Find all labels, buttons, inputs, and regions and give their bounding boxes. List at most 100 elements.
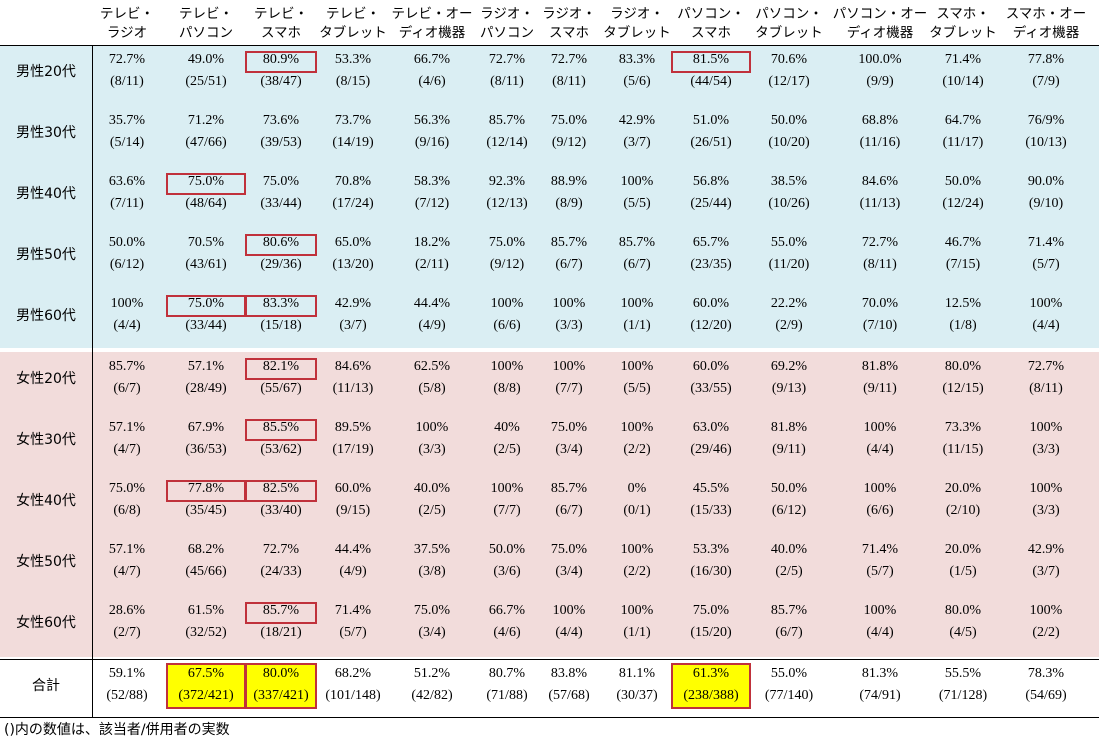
cell-percent: 57.1% [108, 420, 146, 435]
cell-count: (11/16) [859, 135, 901, 150]
table-cell: 100% (1/1) [577, 291, 697, 343]
cell-percent: 70.5% [187, 235, 225, 250]
column-header: スマホ・ タブレット [908, 4, 1018, 44]
table-cell: 68.2% (101/148) [293, 661, 413, 713]
table-cell: 81.8% (9/11) [820, 354, 940, 406]
cell-count: (4/4) [866, 442, 894, 457]
table-cell: 85.7% (6/7) [509, 230, 629, 282]
table-cell: 56.3% (9/16) [372, 108, 492, 160]
table-cell: 83.8% (57/68) [509, 661, 629, 713]
cell-percent: 61.3% [692, 666, 730, 681]
cell-count: (13/20) [332, 257, 374, 272]
cell-percent: 69.2% [770, 359, 808, 374]
table-cell: 85.7% (6/7) [67, 354, 187, 406]
table-cell: 100% (3/3) [509, 291, 629, 343]
cell-count: (24/33) [260, 564, 302, 579]
cell-percent: 61.5% [187, 603, 225, 618]
cell-count: (15/20) [690, 625, 732, 640]
table-cell: 62.5% (5/8) [372, 354, 492, 406]
table-cell: 18.2% (2/11) [372, 230, 492, 282]
cell-percent: 85.7% [262, 603, 300, 618]
cell-percent: 75.0% [692, 603, 730, 618]
column-header-line: テレビ・ [254, 6, 308, 22]
table-cell: 67.9% (36/53) [146, 415, 266, 467]
table-cell: 64.7% (11/17) [903, 108, 1023, 160]
table-cell: 70.0% (7/10) [820, 291, 940, 343]
column-header-line: テレビ・オー [391, 6, 473, 22]
column-header-line: ディオ機器 [1012, 25, 1080, 41]
table-cell: 73.6% (39/53) [221, 108, 341, 160]
cell-count: (1/1) [623, 318, 651, 333]
cell-percent: 100% [552, 359, 586, 374]
column-header: テレビ・オー ディオ機器 [377, 4, 487, 44]
column-header: テレビ・ スマホ [226, 4, 336, 44]
cell-count: (71/88) [486, 688, 528, 703]
cell-percent: 35.7% [108, 113, 146, 128]
table-cell: 53.3% (8/15) [293, 47, 413, 99]
table-cell: 22.2% (2/9) [729, 291, 849, 343]
cell-percent: 100% [490, 481, 524, 496]
cell-percent: 84.6% [334, 359, 372, 374]
cell-count: (44/54) [690, 74, 732, 89]
table-cell: 44.4% (4/9) [372, 291, 492, 343]
cell-count: (17/24) [332, 196, 374, 211]
table-cell: 72.7% (8/11) [447, 47, 567, 99]
row-label: 男性50代 [16, 247, 76, 263]
cell-count: (238/388) [683, 688, 739, 703]
column-header: パソコン・オー ディオ機器 [825, 4, 935, 44]
cell-count: (337/421) [253, 688, 309, 703]
table-cell: 81.1% (30/37) [577, 661, 697, 713]
table-cell: 49.0% (25/51) [146, 47, 266, 99]
male-band [0, 46, 1099, 348]
table-cell: 100% (7/7) [447, 476, 567, 528]
column-header: テレビ・ タブレット [298, 4, 408, 44]
column-header-line: ディオ機器 [398, 25, 466, 41]
table-cell: 80.0% (4/5) [903, 598, 1023, 650]
cell-percent: 71.4% [944, 52, 982, 67]
cell-percent: 100% [620, 174, 654, 189]
table-cell: 77.8% (35/45) [146, 476, 266, 528]
cell-percent: 81.3% [861, 666, 899, 681]
cell-percent: 50.0% [108, 235, 146, 250]
cell-percent: 50.0% [488, 542, 526, 557]
cell-percent: 100% [1029, 603, 1063, 618]
cell-count: (8/11) [1029, 381, 1063, 396]
table-cell: 72.7% (24/33) [221, 537, 341, 589]
cell-count: (7/9) [1032, 74, 1060, 89]
cell-count: (9/10) [1028, 196, 1064, 211]
table-cell: 38.5% (10/26) [729, 169, 849, 221]
cell-count: (4/4) [1032, 318, 1060, 333]
cell-count: (38/47) [260, 74, 302, 89]
cell-count: (4/6) [418, 74, 446, 89]
cell-percent: 63.6% [108, 174, 146, 189]
cell-count: (101/148) [325, 688, 381, 703]
cell-percent: 65.0% [334, 235, 372, 250]
table-cell: 71.2% (47/66) [146, 108, 266, 160]
cell-count: (3/7) [1032, 564, 1060, 579]
cell-percent: 75.0% [413, 603, 451, 618]
cell-percent: 42.9% [334, 296, 372, 311]
table-cell: 80.9% (38/47) [221, 47, 341, 99]
table-cell: 45.5% (15/33) [651, 476, 771, 528]
column-header-line: スマホ・ [936, 6, 990, 22]
cell-percent: 77.8% [187, 481, 225, 496]
cell-percent: 71.4% [334, 603, 372, 618]
cell-count: (26/51) [690, 135, 732, 150]
column-header-line: テレビ・ [326, 6, 380, 22]
cell-percent: 72.7% [108, 52, 146, 67]
cell-count: (36/53) [185, 442, 227, 457]
table-cell: 80.0% (12/15) [903, 354, 1023, 406]
cell-percent: 71.4% [1027, 235, 1065, 250]
column-header-line: スマホ [548, 25, 590, 41]
cell-percent: 100% [110, 296, 144, 311]
cell-percent: 70.8% [334, 174, 372, 189]
table-cell: 77.8% (7/9) [986, 47, 1099, 99]
cell-percent: 68.2% [334, 666, 372, 681]
cell-count: (4/4) [866, 625, 894, 640]
cell-percent: 100% [490, 359, 524, 374]
table-cell: 82.5% (33/40) [221, 476, 341, 528]
cell-percent: 50.0% [944, 174, 982, 189]
cell-count: (6/7) [775, 625, 803, 640]
table-cell: 80.0% (337/421) [221, 661, 341, 713]
table-cell: 42.9% (3/7) [293, 291, 413, 343]
